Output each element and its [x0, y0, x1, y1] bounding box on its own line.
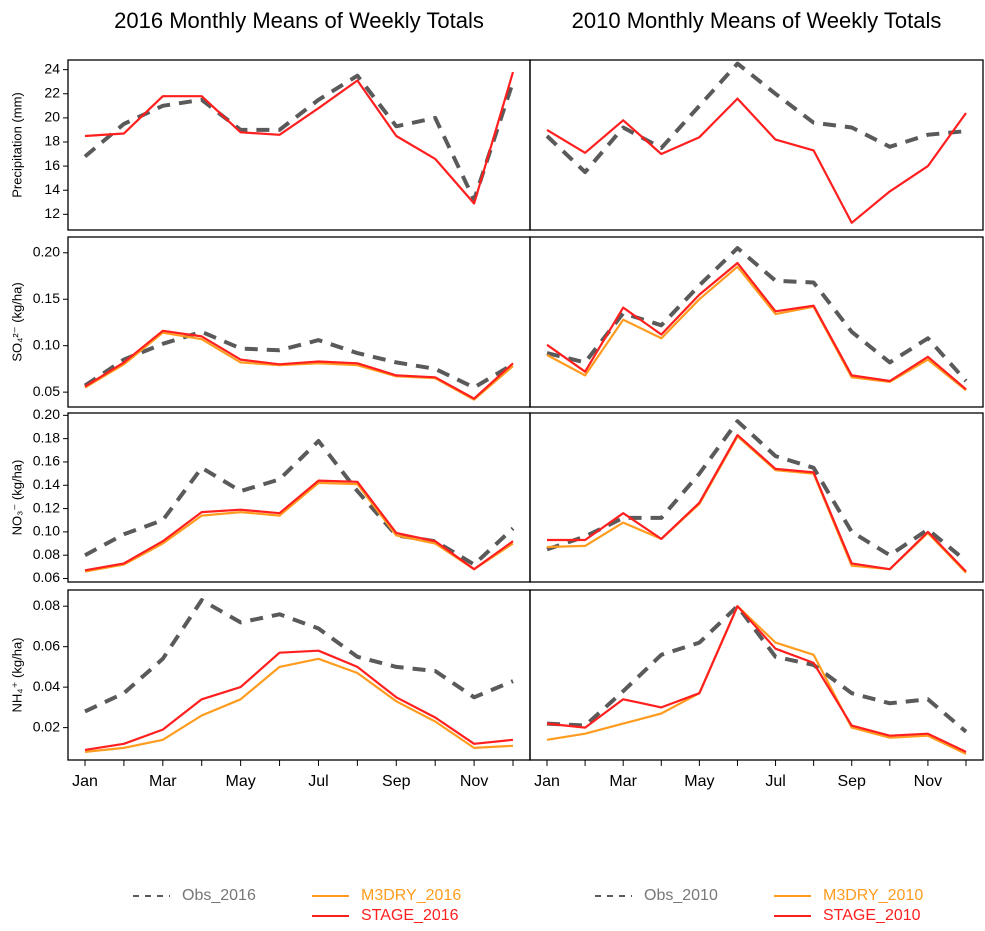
legend-label: Obs_2010	[644, 887, 718, 904]
series-line	[83, 329, 515, 390]
y-tick-label: 0.05	[33, 383, 60, 399]
x-tick-label: Mar	[609, 773, 637, 790]
y-tick-label: 0.10	[33, 523, 60, 539]
series-line	[546, 97, 967, 224]
series-line	[84, 479, 514, 572]
y-tick-label: 14	[44, 181, 60, 197]
y-tick-label: 0.06	[33, 569, 60, 585]
series-line	[84, 598, 514, 714]
x-tick-label: Jul	[308, 773, 328, 790]
legend-label: STAGE_2010	[823, 907, 921, 924]
y-axis-label: SO₄²⁻ (kg/ha)	[9, 282, 24, 361]
legend-label: STAGE_2016	[361, 907, 459, 924]
y-tick-label: 12	[44, 205, 60, 221]
y-tick-label: 0.20	[33, 243, 60, 259]
y-tick-label: 0.12	[33, 499, 60, 515]
y-tick-label: 0.14	[33, 476, 60, 492]
legend-label: Obs_2016	[182, 887, 256, 904]
series-line	[546, 261, 967, 391]
series-line	[547, 434, 967, 573]
panel-frame	[529, 59, 984, 231]
x-tick-label: Mar	[149, 773, 177, 790]
panel-frame	[529, 412, 984, 583]
series-line	[84, 657, 514, 753]
series-line	[84, 649, 514, 751]
y-tick-label: 0.08	[33, 546, 60, 562]
y-tick-label: 0.20	[33, 406, 60, 422]
panel-title: 2010 Monthly Means of Weekly Totals	[572, 8, 942, 33]
panel-frame	[529, 589, 984, 761]
y-tick-label: 16	[44, 157, 60, 173]
y-tick-label: 0.02	[33, 718, 60, 734]
y-tick-label: 0.06	[33, 637, 60, 653]
series-line	[84, 481, 514, 573]
panel-frame	[529, 236, 984, 408]
series-line	[84, 439, 515, 567]
y-tick-label: 0.08	[33, 597, 60, 613]
y-tick-label: 22	[44, 84, 60, 100]
y-tick-label: 0.16	[33, 453, 60, 469]
series-line	[546, 604, 968, 734]
x-tick-label: Jan	[534, 773, 560, 790]
series-line	[546, 605, 967, 755]
y-tick-label: 0.04	[33, 678, 60, 694]
series-line	[83, 73, 515, 202]
y-tick-label: 18	[44, 133, 60, 149]
legend-label: M3DRY_2010	[823, 887, 923, 904]
x-tick-label: Jan	[72, 773, 98, 790]
y-tick-label: 0.18	[33, 429, 60, 445]
series-line	[546, 419, 968, 563]
y-tick-label: 0.10	[33, 336, 60, 352]
x-tick-label: May	[226, 773, 256, 790]
x-tick-label: May	[684, 773, 714, 790]
y-axis-label: NH₄⁺ (kg/ha)	[9, 637, 24, 712]
series-line	[84, 329, 514, 400]
panel-frame	[67, 59, 531, 231]
series-line	[546, 605, 967, 753]
y-tick-label: 20	[44, 109, 60, 125]
series-line	[546, 246, 968, 383]
y-tick-label: 24	[44, 60, 60, 76]
x-tick-label: Sep	[382, 773, 411, 790]
y-axis-label: Precipitation (mm)	[9, 92, 24, 197]
x-tick-label: Nov	[460, 773, 488, 790]
x-tick-label: Sep	[837, 773, 866, 790]
y-axis-label: NO₃⁻ (kg/ha)	[9, 460, 24, 536]
series-line	[84, 71, 515, 205]
legend-label: M3DRY_2016	[361, 887, 461, 904]
x-tick-label: Nov	[914, 773, 942, 790]
series-line	[546, 435, 967, 574]
y-tick-label: 0.15	[33, 290, 60, 306]
panel-title: 2016 Monthly Means of Weekly Totals	[114, 8, 484, 33]
series-line	[545, 61, 967, 175]
x-tick-label: Jul	[765, 773, 785, 790]
